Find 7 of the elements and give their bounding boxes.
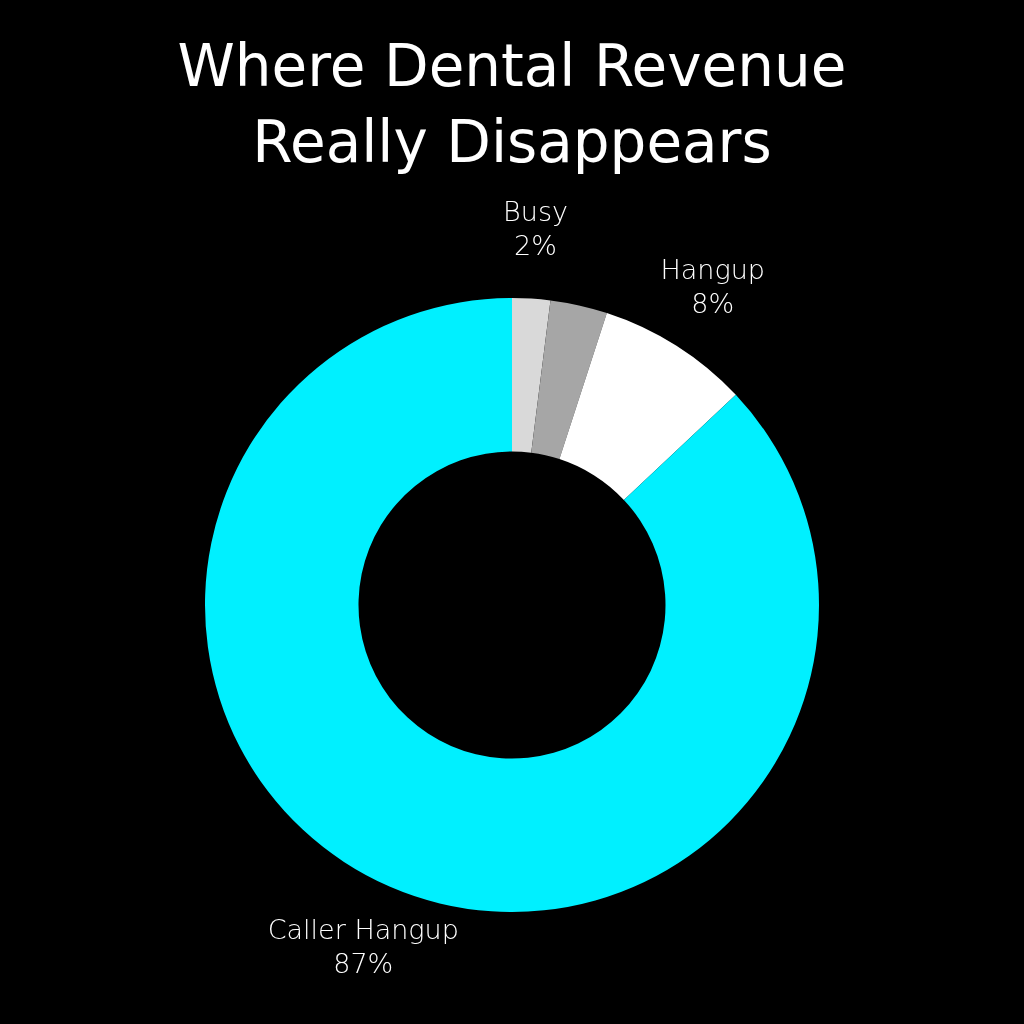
slice-label: Hangup xyxy=(660,253,765,285)
slice-label: Busy xyxy=(503,196,568,228)
slice-label: Caller Hangup xyxy=(267,913,459,945)
chart-title: Where Dental Revenue Really Disappears xyxy=(176,31,848,178)
data-label: 8% xyxy=(691,287,735,319)
data-label: 87% xyxy=(333,947,394,979)
data-label: 2% xyxy=(514,230,557,262)
